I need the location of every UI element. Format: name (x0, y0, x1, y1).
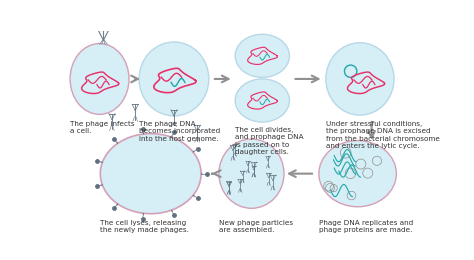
Ellipse shape (219, 139, 284, 208)
Text: Under stressful conditions,
the prophage DNA is excised
from the bacterial chrom: Under stressful conditions, the prophage… (326, 121, 440, 149)
Text: The cell lyses, releasing
the newly made phages.: The cell lyses, releasing the newly made… (100, 220, 189, 233)
Text: Phage DNA replicates and
phage proteins are made.: Phage DNA replicates and phage proteins … (319, 220, 413, 233)
Text: The phage DNA
becomes incorporated
into the host genome.: The phage DNA becomes incorporated into … (139, 121, 220, 141)
Ellipse shape (70, 43, 129, 114)
Ellipse shape (235, 79, 290, 122)
Ellipse shape (235, 34, 290, 77)
Ellipse shape (139, 42, 209, 116)
Text: The cell divides,
and prophage DNA
is passed on to
daughter cells.: The cell divides, and prophage DNA is pa… (235, 127, 304, 155)
Ellipse shape (100, 134, 201, 214)
Text: The phage infects
a cell.: The phage infects a cell. (70, 121, 135, 134)
Ellipse shape (319, 141, 396, 207)
Text: New phage particles
are assembled.: New phage particles are assembled. (219, 220, 293, 233)
Ellipse shape (326, 43, 394, 115)
